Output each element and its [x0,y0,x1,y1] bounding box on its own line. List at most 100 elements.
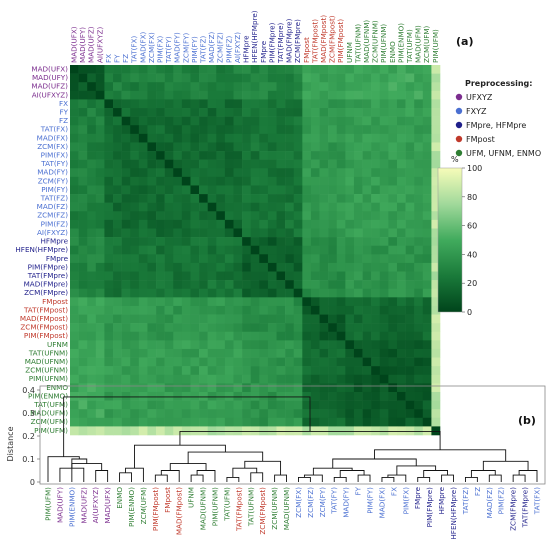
heatmap-cell [87,176,97,186]
heatmap-cell [336,159,346,169]
heatmap-cell [379,82,389,92]
heatmap-cell [104,262,114,272]
heatmap-cell [302,280,312,290]
heatmap-cell [78,99,88,109]
heatmap-cell [156,417,165,427]
heatmap-cell [276,348,286,358]
heatmap-cell [259,73,269,83]
heatmap-cell [285,228,295,238]
heatmap-cell [224,151,234,160]
heatmap-cell [216,323,226,333]
heatmap-cell [336,409,346,419]
heatmap-cell [104,237,114,246]
heatmap-cell [250,297,260,307]
heatmap-cell [371,211,381,221]
heatmap-cell [388,125,398,135]
heatmap-cell [310,108,320,117]
heatmap-cell [422,168,432,178]
heatmap-cell [353,151,363,160]
heatmap-cell [181,417,191,427]
heatmap-cell [164,409,174,419]
heatmap-cell [216,219,226,229]
heatmap-cell [173,426,183,436]
heatmap-cell [371,202,381,212]
heatmap-cell [259,262,269,272]
heatmap-cell [70,262,79,272]
heatmap-cell [431,90,441,100]
heatmap-cell [336,340,346,350]
heatmap-cell [207,271,217,281]
heatmap-row-label: ZCM(FZ) [37,211,68,220]
heatmap-column-label: AI(UFXYZ) [95,27,104,63]
heatmap-cell [276,271,286,281]
heatmap-cell [336,82,346,92]
heatmap-cell [138,348,148,358]
heatmap-cell [276,237,286,246]
heatmap-cell [216,176,226,186]
heatmap-cell [250,125,260,135]
heatmap-cell [405,409,415,419]
heatmap-cell [371,374,381,384]
heatmap-row-label: PIM(UFNM) [29,374,68,383]
heatmap-cell [310,314,320,324]
heatmap-cell [224,426,234,436]
heatmap-cell [181,288,191,298]
heatmap-cell [250,391,260,401]
heatmap-cell [199,417,208,427]
heatmap-cell [147,185,157,195]
heatmap-cell [104,211,114,221]
heatmap-cell [242,340,251,350]
heatmap-cell [104,314,114,324]
heatmap-cell [319,374,329,384]
heatmap-cell [78,237,88,246]
heatmap-cell [405,245,415,255]
heatmap-cell [190,417,200,427]
heatmap-cell [156,391,165,401]
heatmap-cell [362,254,372,264]
heatmap-cell [181,357,191,367]
heatmap-cell [328,125,338,135]
heatmap-cell [328,314,338,324]
heatmap-cell [78,366,88,376]
heatmap-cell [259,228,269,238]
heatmap-cell [207,82,217,92]
heatmap-cell [147,254,157,264]
heatmap-cell [353,125,363,135]
heatmap-cell [156,357,165,367]
heatmap-cell [379,426,389,436]
heatmap-cell [199,99,208,109]
heatmap-column-label: HFEN(HFMpre) [250,10,259,63]
heatmap-row-label: PIM(FMpost) [24,331,68,340]
heatmap-cells [70,65,441,436]
heatmap-cell [113,90,122,100]
heatmap-cell [78,151,88,160]
heatmap-cell [310,305,320,315]
heatmap-cell [371,176,381,186]
heatmap-cell [233,280,243,290]
heatmap-cell [104,159,114,169]
heatmap-cell [70,142,79,152]
heatmap-cell [388,133,398,143]
heatmap-cell [345,331,355,341]
heatmap-cell [78,65,88,74]
heatmap-cell [345,176,355,186]
heatmap-cell [147,297,157,307]
heatmap-cell [113,125,122,135]
heatmap-cell [328,271,338,281]
heatmap-cell [388,108,398,117]
heatmap-cell [138,194,148,203]
heatmap-cell [293,288,303,298]
heatmap-cell [250,99,260,109]
heatmap-cell [113,99,122,109]
heatmap-cell [405,391,415,401]
heatmap-cell [138,340,148,350]
heatmap-cell [328,340,338,350]
heatmap-cell [396,366,406,376]
heatmap-cell [138,280,148,290]
heatmap-cell [396,82,406,92]
heatmap-cell [345,159,355,169]
heatmap-cell [156,305,165,315]
heatmap-cell [302,211,312,221]
heatmap-cell [379,159,389,169]
heatmap-cell [319,400,329,410]
